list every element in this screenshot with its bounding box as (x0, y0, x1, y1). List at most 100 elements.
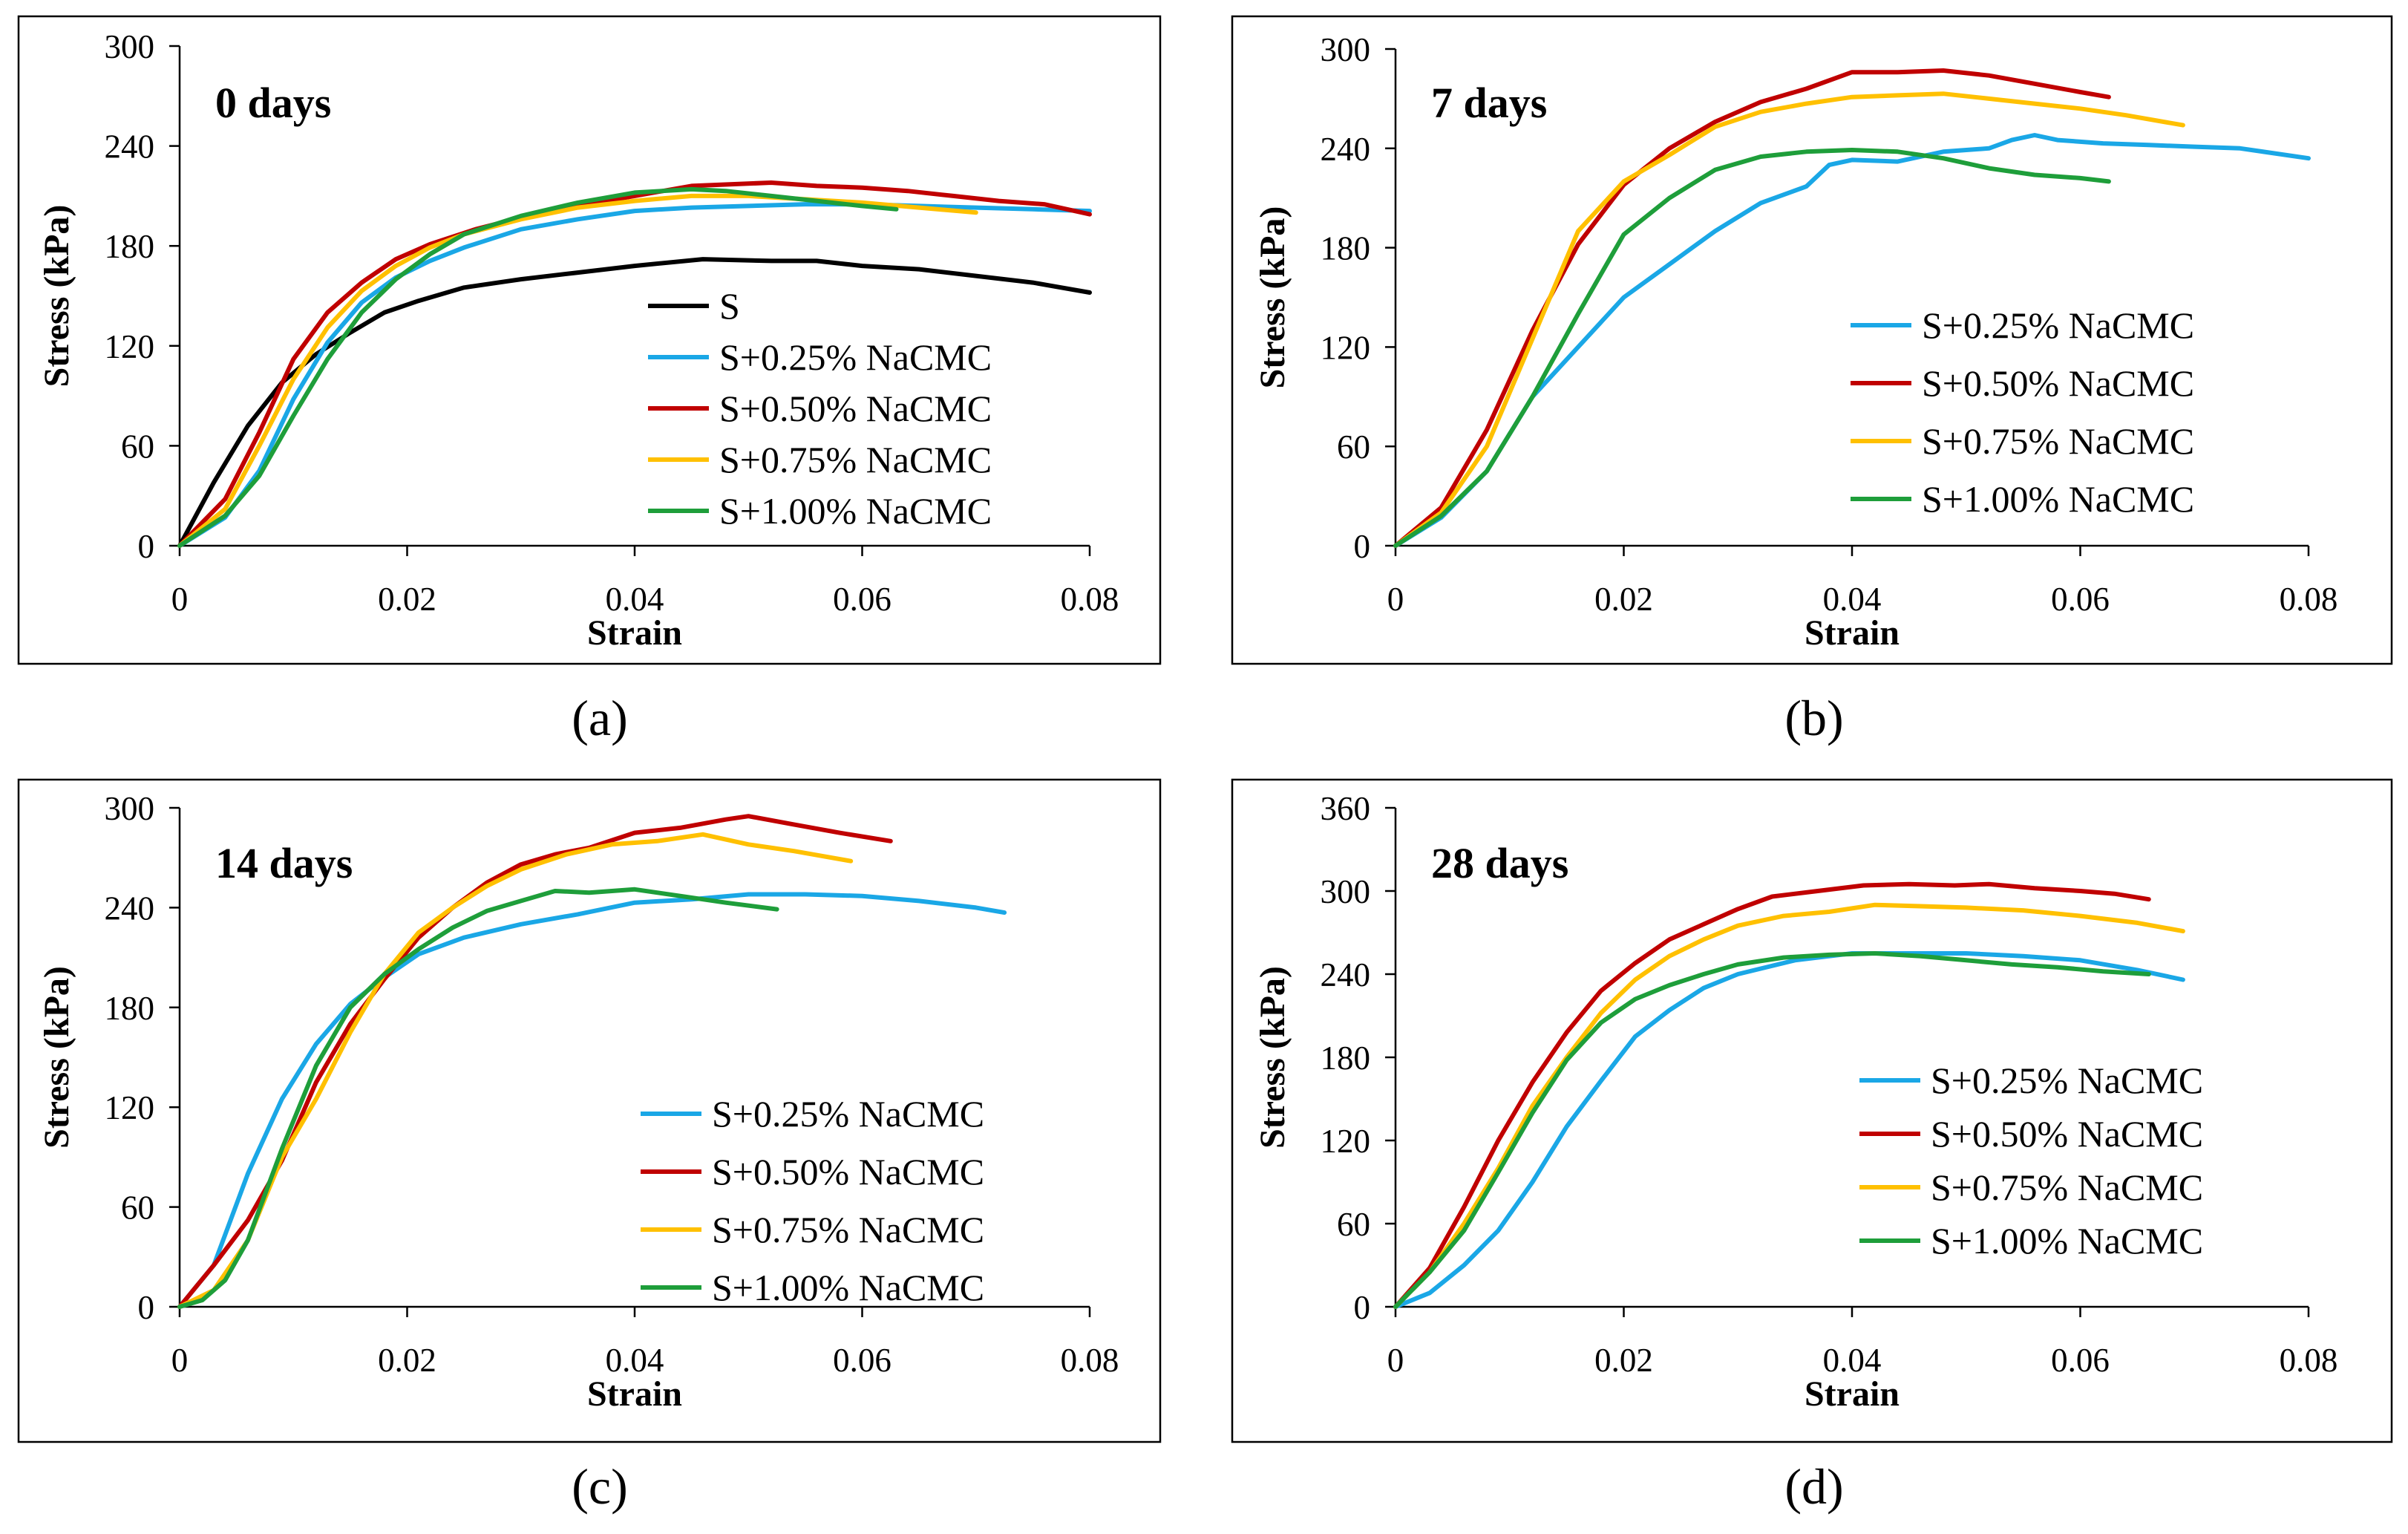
legend-label: S+0.75% NaCMC (1922, 420, 2194, 462)
series-line-1 (177, 892, 1007, 1309)
y-tick-label: 60 (121, 1189, 154, 1227)
x-axis-label: Strain (587, 1374, 682, 1414)
y-tick-label: 120 (105, 1089, 155, 1126)
panel-caption: (b) (1784, 690, 1843, 746)
panel-caption: (a) (572, 690, 627, 746)
legend: S+0.25% NaCMC S+0.50% NaCMC S+0.75% NaCMC S… (1859, 1060, 2203, 1262)
x-tick-label: 0.02 (378, 1342, 436, 1379)
y-axis-label: Stress (kPa) (37, 205, 76, 388)
x-tick-label: 0.02 (378, 581, 436, 618)
legend: S+0.25% NaCMC S+0.50% NaCMC S+0.75% NaCMC S… (1851, 304, 2194, 520)
y-tick-label: 120 (105, 328, 155, 365)
panel-caption: (d) (1784, 1458, 1843, 1515)
legend-label: S+1.00% NaCMC (1931, 1220, 2203, 1262)
legend-label: S+1.00% NaCMC (712, 1267, 984, 1308)
series-line-2 (1393, 68, 2111, 548)
legend-label: S+0.50% NaCMC (1931, 1113, 2203, 1155)
series-line-4 (177, 887, 779, 1309)
x-axis-label: Strain (1805, 613, 1900, 653)
x-tick-label: 0.02 (1594, 1342, 1653, 1379)
series-line-3 (1393, 902, 2185, 1309)
y-axis-label: Stress (kPa) (1253, 206, 1292, 389)
panel-title: 0 days (215, 79, 331, 127)
legend-label: S+0.50% NaCMC (719, 388, 992, 429)
series-line-4 (1393, 951, 2151, 1309)
legend: S S+0.25% NaCMC S+0.50% NaCMC S+0.75% NaCMC… (648, 285, 992, 532)
panel-frame (1231, 15, 2393, 665)
panel-title: 14 days (215, 839, 353, 887)
chart-panel-2: 0 60 120 180 240 300 0 0.02 0.04 0.06 0.08 Strain St… (1231, 15, 2393, 665)
x-tick-label: 0.08 (2280, 581, 2338, 618)
y-axis-label: Stress (kPa) (1253, 966, 1292, 1149)
x-tick-label: 0.06 (833, 581, 891, 618)
panel-title: 28 days (1431, 839, 1568, 887)
y-tick-label: 300 (1321, 31, 1371, 68)
x-tick-label: 0 (171, 1342, 189, 1379)
y-tick-label: 300 (105, 28, 155, 65)
legend-label: S+1.00% NaCMC (719, 490, 992, 532)
legend-label: S+0.75% NaCMC (712, 1209, 984, 1250)
series-line-3 (177, 832, 854, 1309)
legend-label: S+0.50% NaCMC (1922, 362, 2194, 404)
y-tick-label: 180 (105, 990, 155, 1027)
y-tick-label: 60 (121, 428, 154, 465)
x-tick-label: 0.06 (2051, 581, 2110, 618)
y-axis-label: Stress (kPa) (37, 966, 76, 1149)
series-line-1 (1393, 133, 2311, 548)
x-tick-label: 0.08 (1061, 581, 1119, 618)
series-line-1 (177, 257, 1092, 548)
y-tick-label: 360 (1321, 790, 1371, 827)
legend-label: S+0.25% NaCMC (1922, 304, 2194, 346)
y-tick-label: 0 (1354, 528, 1371, 565)
panel-title: 7 days (1431, 79, 1547, 127)
x-tick-label: 0.04 (606, 581, 664, 618)
legend-label: S+0.25% NaCMC (1931, 1060, 2203, 1101)
y-tick-label: 180 (1321, 230, 1371, 267)
x-tick-label: 0.04 (1823, 581, 1882, 618)
y-tick-label: 240 (1321, 956, 1371, 993)
panel-frame (17, 778, 1162, 1443)
y-tick-label: 60 (1337, 1206, 1370, 1243)
y-tick-label: 180 (105, 228, 155, 265)
x-tick-label: 0.06 (2051, 1342, 2110, 1379)
panel-caption: (c) (572, 1458, 627, 1515)
series-line-2 (1393, 881, 2151, 1309)
x-tick-label: 0.06 (833, 1342, 891, 1379)
y-tick-label: 120 (1321, 329, 1371, 366)
x-tick-label: 0.08 (1061, 1342, 1119, 1379)
legend-label: S+1.00% NaCMC (1922, 478, 2194, 520)
series-line-4 (1393, 148, 2111, 548)
y-tick-label: 0 (1354, 1289, 1371, 1326)
x-tick-label: 0.02 (1594, 581, 1653, 618)
y-tick-label: 300 (1321, 873, 1371, 910)
legend: S+0.25% NaCMC S+0.50% NaCMC S+0.75% NaCMC S… (641, 1093, 984, 1308)
y-tick-label: 300 (105, 790, 155, 827)
panel-frame (17, 15, 1162, 665)
x-tick-label: 0.08 (2280, 1342, 2338, 1379)
chart-panel-3: 0 60 120 180 240 300 0 0.02 0.04 0.06 0.08 Strain St… (17, 778, 1162, 1443)
y-tick-label: 120 (1321, 1123, 1371, 1160)
x-tick-label: 0.04 (606, 1342, 664, 1379)
panel-frame (1231, 778, 2393, 1443)
series-line-5 (177, 186, 899, 548)
y-tick-label: 240 (105, 128, 155, 166)
legend-label: S+0.75% NaCMC (1931, 1166, 2203, 1208)
y-tick-label: 0 (138, 1289, 155, 1326)
x-tick-label: 0 (171, 581, 189, 618)
x-tick-label: 0.04 (1823, 1342, 1882, 1379)
series-line-1 (1393, 951, 2185, 1309)
x-axis-label: Strain (1805, 1374, 1900, 1414)
y-tick-label: 240 (105, 890, 155, 927)
y-tick-label: 0 (138, 528, 155, 565)
series-line-3 (1393, 91, 2185, 548)
legend-label: S+0.25% NaCMC (719, 336, 992, 378)
y-tick-label: 60 (1337, 428, 1370, 466)
legend-label: S+0.25% NaCMC (712, 1093, 984, 1135)
legend-label: S (719, 285, 740, 327)
legend-label: S+0.50% NaCMC (712, 1151, 984, 1192)
legend-label: S+0.75% NaCMC (719, 439, 992, 480)
x-tick-label: 0 (1387, 581, 1404, 618)
x-axis-label: Strain (587, 613, 682, 653)
y-tick-label: 180 (1321, 1039, 1371, 1077)
